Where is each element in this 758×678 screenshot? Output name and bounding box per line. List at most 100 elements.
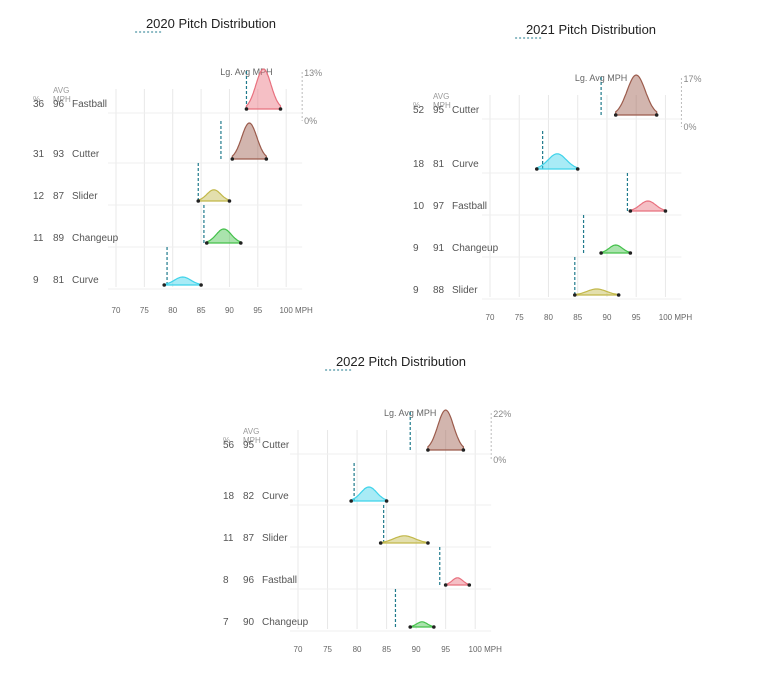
x-tick-label: 85 — [382, 645, 391, 654]
pitch-row: 11 89 Changeup — [33, 205, 303, 248]
pitch-row: 36 96 Fastball — [33, 68, 303, 114]
pitch-avg-mph: 87 — [53, 191, 65, 202]
pitch-name: Fastball — [262, 575, 297, 586]
range-max-dot — [426, 541, 430, 545]
density-curve — [629, 200, 667, 212]
pitch-usage-pct: 7 — [223, 617, 229, 628]
pitch-row: 11 87 Slider — [223, 505, 492, 548]
pitch-name: Fastball — [72, 99, 107, 110]
pitch-name: Cutter — [452, 105, 480, 116]
pitch-avg-mph: 97 — [433, 201, 445, 212]
pitch-usage-pct: 8 — [223, 575, 229, 586]
pitch-usage-pct: 18 — [223, 491, 235, 502]
range-max-dot — [227, 199, 232, 203]
avg-header: AVG — [243, 427, 259, 436]
pitch-name: Curve — [72, 275, 99, 286]
pitch-avg-mph: 93 — [53, 149, 65, 160]
density-curve — [197, 189, 231, 202]
pitch-name: Slider — [262, 533, 288, 544]
x-tick-label: 85 — [573, 313, 582, 322]
density-curve — [245, 68, 282, 110]
x-tick-label: 70 — [486, 313, 495, 322]
density-curve — [206, 228, 242, 244]
pitch-row: 12 87 Slider — [33, 163, 303, 206]
range-min-dot — [628, 209, 633, 213]
x-tick-label: 90 — [225, 306, 234, 315]
x-tick-label: 95 — [632, 313, 641, 322]
avg-header: AVG — [53, 86, 69, 95]
pitch-usage-pct: 10 — [413, 201, 425, 212]
chart-title: 2021 Pitch Distribution — [526, 22, 656, 37]
x-tick-label: 80 — [353, 645, 362, 654]
density-curve — [350, 486, 388, 502]
pitch-avg-mph: 82 — [243, 491, 255, 502]
density-curve — [536, 153, 579, 170]
pitch-row: 31 93 Cutter — [33, 121, 303, 164]
pitch-usage-pct: 11 — [33, 233, 44, 244]
density-curve — [574, 288, 620, 296]
range-max-dot — [616, 293, 621, 297]
range-min-dot — [408, 625, 413, 629]
range-max-dot — [467, 583, 472, 587]
range-min-dot — [426, 448, 430, 452]
pitch-row: 52 95 Cutter — [413, 74, 682, 120]
density-curve — [615, 74, 658, 116]
pitch-usage-pct: 31 — [33, 149, 45, 160]
mph-header: MPH — [53, 95, 71, 104]
pitch-avg-mph: 96 — [243, 575, 255, 586]
range-max-dot — [264, 157, 269, 161]
pitch-usage-pct: 36 — [33, 99, 45, 110]
pitch-row: 10 97 Fastball — [413, 173, 682, 216]
pitch-avg-mph: 90 — [243, 617, 255, 628]
zero-density-label: 0% — [683, 122, 696, 132]
range-min-dot — [534, 167, 539, 171]
range-max-dot — [461, 448, 466, 452]
max-density-label: 13% — [304, 68, 322, 78]
pitch-row: 7 90 Changeup — [223, 589, 492, 632]
pitch-name: Cutter — [262, 440, 290, 451]
mph-header: MPH — [243, 436, 261, 445]
pitch-name: Cutter — [72, 149, 100, 160]
density-curve — [445, 577, 470, 586]
pitch-name: Curve — [262, 491, 289, 502]
pitch-usage-pct: 18 — [413, 159, 425, 170]
x-tick-label: 95 — [253, 306, 262, 315]
pitch-avg-mph: 87 — [243, 533, 255, 544]
range-min-dot — [162, 283, 167, 287]
pitch-row: 9 91 Changeup — [413, 215, 682, 258]
pct-header: % — [33, 95, 40, 104]
zero-density-label: 0% — [493, 455, 506, 465]
pitch-usage-pct: 9 — [33, 275, 39, 286]
avg-header: AVG — [433, 92, 449, 101]
x-tick-label: 100 MPH — [279, 306, 313, 315]
range-min-dot — [204, 241, 209, 245]
pitch-row: 9 81 Curve — [33, 247, 303, 290]
range-max-dot — [628, 251, 633, 255]
max-density-label: 22% — [493, 409, 511, 419]
range-max-dot — [575, 167, 580, 171]
pitch-avg-mph: 88 — [433, 285, 445, 296]
pitch-avg-mph: 89 — [53, 233, 65, 244]
pitch-name: Slider — [72, 191, 98, 202]
pitch-avg-mph: 95 — [243, 440, 255, 451]
x-tick-label: 90 — [412, 645, 421, 654]
density-curve — [380, 535, 429, 544]
pitch-usage-pct: 52 — [413, 105, 425, 116]
x-tick-label: 75 — [515, 313, 524, 322]
pitch-avg-mph: 96 — [53, 99, 65, 110]
pct-header: % — [413, 101, 420, 110]
density-curve — [231, 122, 267, 160]
x-tick-label: 75 — [140, 306, 149, 315]
pitch-name: Changeup — [72, 233, 119, 244]
chart-title: 2022 Pitch Distribution — [336, 354, 466, 369]
range-min-dot — [613, 113, 618, 117]
range-min-dot — [244, 107, 249, 111]
pitch-avg-mph: 91 — [433, 243, 445, 254]
pitch-name: Changeup — [262, 617, 309, 628]
mph-header: MPH — [433, 101, 451, 110]
pitch-name: Changeup — [452, 243, 499, 254]
x-tick-label: 100 MPH — [659, 313, 693, 322]
